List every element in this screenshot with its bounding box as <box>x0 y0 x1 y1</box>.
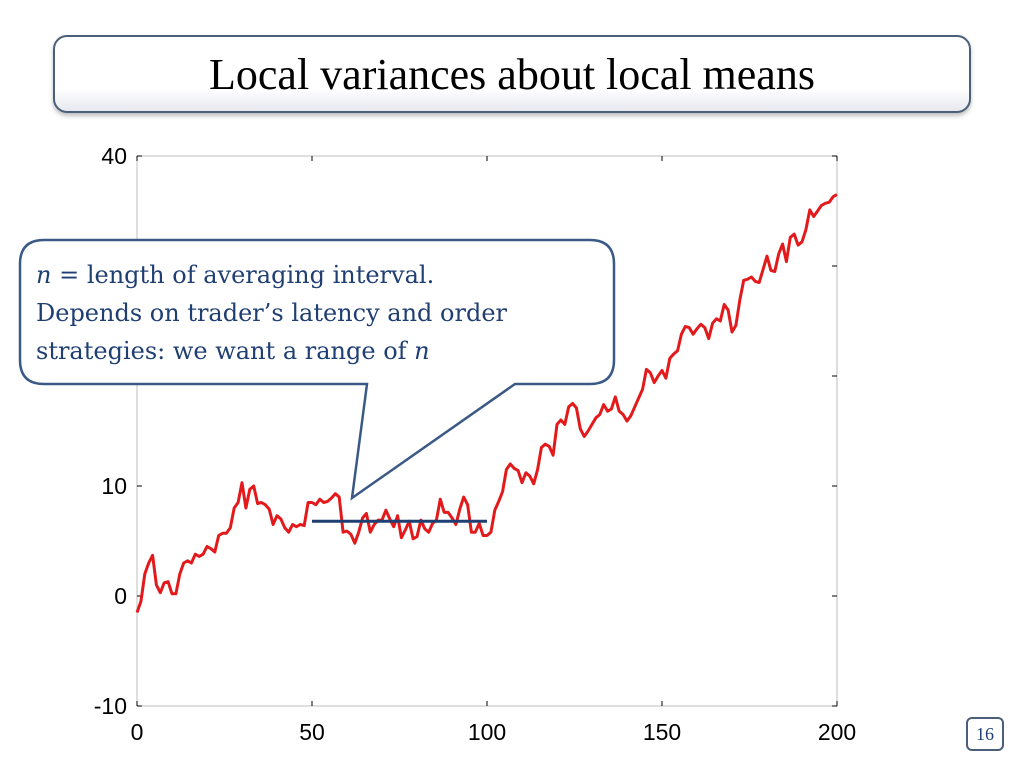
page-number: 16 <box>966 717 1004 751</box>
callout-bubble <box>18 238 616 501</box>
callout-line-3-text: strategies: we want a range of <box>36 337 415 365</box>
y-tick-label: 10 <box>101 473 127 499</box>
callout-text: n = length of averaging interval. Depend… <box>36 256 606 370</box>
callout-line-3: strategies: we want a range of n <box>36 332 606 370</box>
y-tick-label: -10 <box>94 693 127 719</box>
x-tick-label: 0 <box>131 719 144 745</box>
y-tick-label: 0 <box>114 583 127 609</box>
callout-line-1: n = length of averaging interval. <box>36 256 606 294</box>
x-tick-label: 50 <box>299 719 325 745</box>
y-tick-label: 40 <box>101 143 127 169</box>
x-tick-label: 150 <box>643 719 681 745</box>
x-tick-labels: 0 50 100 150 200 <box>131 719 857 745</box>
slide-title: Local variances about local means <box>209 49 815 99</box>
x-tick-label: 100 <box>468 719 506 745</box>
plot-area <box>136 155 838 707</box>
var-n: n <box>36 261 52 289</box>
title-banner: Local variances about local means <box>53 35 971 113</box>
var-n-2: n <box>414 337 430 365</box>
y-tick-labels: -10010203040 <box>94 143 127 719</box>
series-line <box>135 193 838 614</box>
callout-line-1-text: = length of averaging interval. <box>51 261 435 289</box>
x-tick-label: 200 <box>818 719 856 745</box>
callout-line-2: Depends on trader’s latency and order <box>36 299 507 327</box>
